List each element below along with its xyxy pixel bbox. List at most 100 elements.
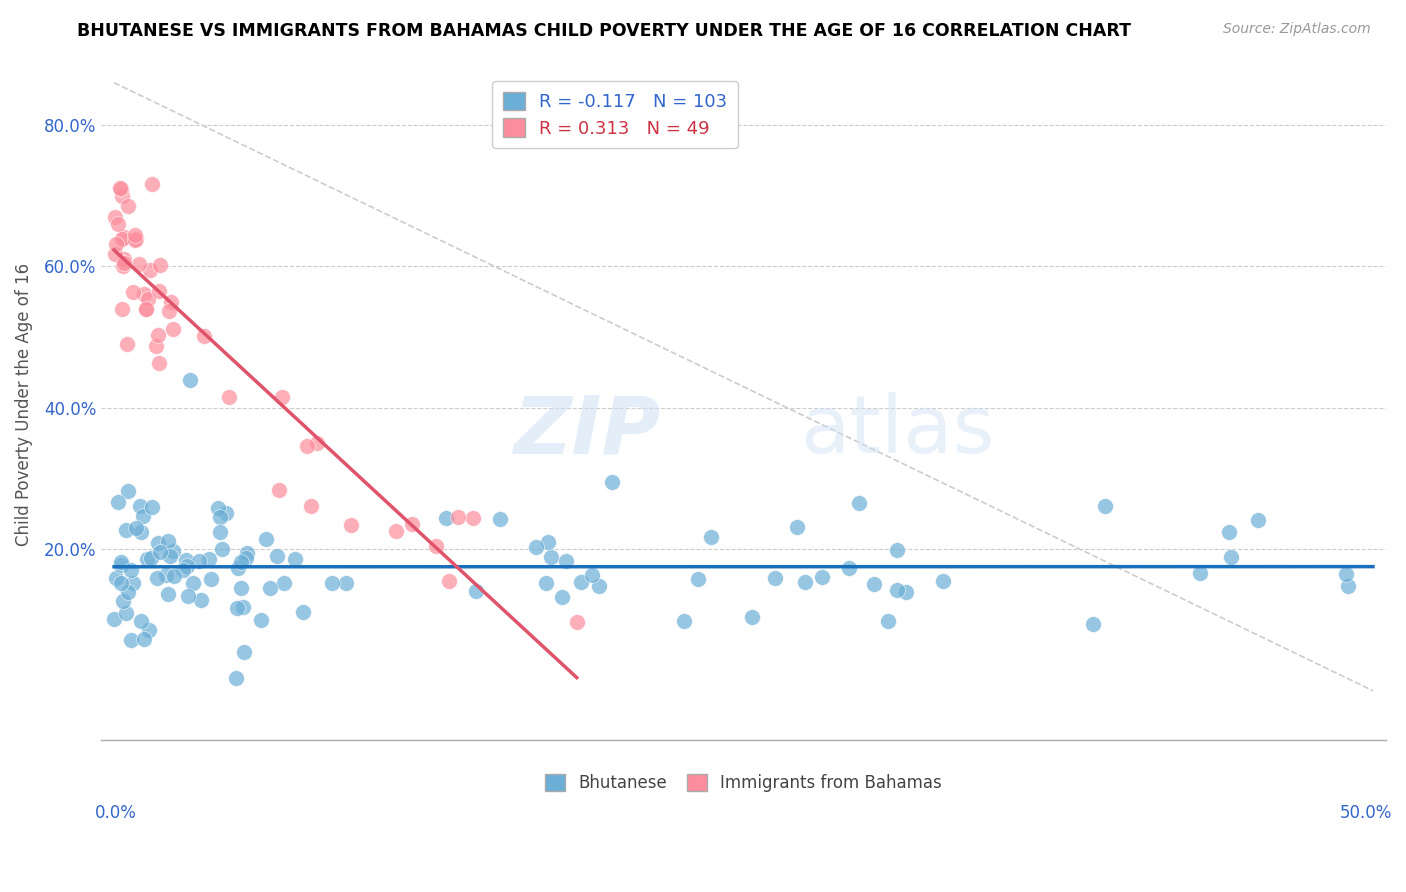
Y-axis label: Child Poverty Under the Age of 16: Child Poverty Under the Age of 16 [15,263,32,546]
Point [125,521,148,535]
Point [1337,579,1360,593]
Point [177,589,200,603]
Point [115,337,138,351]
Point [208,525,231,540]
Point [121,285,143,300]
Point [446,510,468,524]
Point [565,615,588,629]
Point [524,541,547,555]
Point [225,671,247,685]
Point [232,599,254,614]
Point [134,287,156,301]
Point [135,552,157,566]
Point [686,572,709,586]
Text: BHUTANESE VS IMMIGRANTS FROM BAHAMAS CHILD POVERTY UNDER THE AGE OF 16 CORRELATI: BHUTANESE VS IMMIGRANTS FROM BAHAMAS CHI… [77,22,1132,40]
Point [149,545,172,559]
Point [138,623,160,637]
Point [886,542,908,557]
Point [110,188,132,202]
Point [236,546,259,560]
Point [1189,566,1212,581]
Point [197,552,219,566]
Point [271,390,294,404]
Point [176,558,198,573]
Point [437,574,460,588]
Point [174,552,197,566]
Point [235,551,257,566]
Point [149,259,172,273]
Point [600,475,623,490]
Point [226,561,249,575]
Point [146,536,169,550]
Point [122,575,145,590]
Point [155,567,177,582]
Point [157,304,180,318]
Point [305,435,328,450]
Point [425,539,447,553]
Point [273,576,295,591]
Point [183,576,205,591]
Text: 0.0%: 0.0% [96,804,136,822]
Point [148,284,170,298]
Point [465,584,488,599]
Point [1218,525,1240,540]
Point [104,571,127,585]
Point [110,182,132,196]
Point [110,555,132,569]
Point [112,256,135,270]
Point [159,549,181,564]
Point [112,593,135,607]
Point [1247,513,1270,527]
Point [111,259,134,273]
Point [700,530,723,544]
Text: 50.0%: 50.0% [1340,804,1392,822]
Point [877,614,900,628]
Point [335,575,357,590]
Point [124,227,146,242]
Point [229,581,252,595]
Point [672,614,695,628]
Point [540,550,562,565]
Point [148,356,170,370]
Point [139,550,162,565]
Point [157,533,180,548]
Point [129,614,152,628]
Point [461,511,484,525]
Point [115,523,138,537]
Point [269,483,291,497]
Text: atlas: atlas [800,392,995,470]
Point [211,541,233,556]
Legend: Bhutanese, Immigrants from Bahamas: Bhutanese, Immigrants from Bahamas [538,768,949,799]
Point [299,499,322,513]
Point [581,567,603,582]
Point [200,572,222,586]
Point [569,574,592,589]
Point [295,439,318,453]
Point [1334,566,1357,581]
Point [434,511,457,525]
Point [129,524,152,539]
Point [534,575,557,590]
Point [811,570,834,584]
Point [741,609,763,624]
Point [340,517,363,532]
Point [321,576,343,591]
Point [145,339,167,353]
Point [104,210,127,224]
Point [163,569,186,583]
Point [162,544,184,558]
Point [250,613,273,627]
Point [896,585,918,599]
Point [120,562,142,576]
Point [886,582,908,597]
Point [117,199,139,213]
Point [254,533,277,547]
Point [110,558,132,572]
Point [135,301,157,316]
Point [120,632,142,647]
Point [117,483,139,498]
Point [765,571,787,585]
Point [104,247,127,261]
Point [1219,550,1241,565]
Point [138,262,160,277]
